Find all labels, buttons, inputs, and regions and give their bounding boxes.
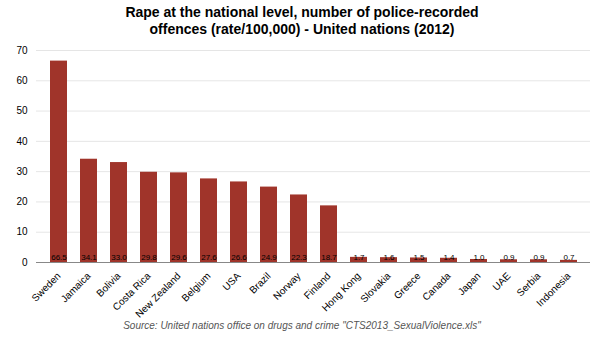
- svg-text:Jamaica: Jamaica: [59, 270, 93, 304]
- svg-text:26.6: 26.6: [231, 252, 247, 261]
- svg-text:UAE: UAE: [490, 270, 513, 293]
- svg-text:Japan: Japan: [456, 270, 483, 297]
- svg-text:Greece: Greece: [392, 270, 423, 301]
- svg-text:Indonesia: Indonesia: [534, 270, 573, 309]
- svg-text:33.0: 33.0: [111, 252, 127, 261]
- svg-text:60: 60: [16, 75, 28, 86]
- svg-text:Slovakia: Slovakia: [358, 270, 393, 305]
- svg-text:1.5: 1.5: [413, 252, 425, 261]
- svg-text:0.7: 0.7: [563, 252, 575, 261]
- svg-text:30: 30: [16, 165, 28, 176]
- svg-text:New Zealand: New Zealand: [133, 270, 182, 319]
- svg-text:1.0: 1.0: [473, 252, 485, 261]
- svg-text:Belgium: Belgium: [179, 270, 212, 303]
- svg-text:0.9: 0.9: [533, 252, 545, 261]
- svg-text:Serbia: Serbia: [514, 270, 543, 299]
- svg-text:1.4: 1.4: [443, 252, 455, 261]
- svg-text:Sweden: Sweden: [29, 270, 62, 303]
- svg-text:70: 70: [16, 44, 28, 55]
- svg-text:Costa Rica: Costa Rica: [110, 269, 153, 313]
- svg-text:1.7: 1.7: [353, 252, 365, 261]
- svg-text:1.6: 1.6: [383, 252, 395, 261]
- svg-text:20: 20: [16, 196, 28, 207]
- svg-text:40: 40: [16, 135, 28, 146]
- svg-text:Finland: Finland: [301, 269, 333, 301]
- svg-text:Norway: Norway: [271, 270, 303, 302]
- svg-text:Canada: Canada: [420, 270, 453, 303]
- svg-text:10: 10: [16, 226, 28, 237]
- svg-text:18.7: 18.7: [321, 252, 337, 261]
- svg-text:29.6: 29.6: [171, 252, 187, 261]
- svg-text:27.6: 27.6: [201, 252, 217, 261]
- svg-text:22.3: 22.3: [291, 252, 307, 261]
- svg-text:34.1: 34.1: [81, 252, 97, 261]
- html-text:Rape at the national level, nu: Rape at the national level, number of po…: [125, 4, 479, 37]
- svg-text:Brazil: Brazil: [247, 270, 272, 295]
- svg-text:50: 50: [16, 105, 28, 116]
- svg-text:0: 0: [22, 256, 28, 267]
- svg-text:Hong Kong: Hong Kong: [320, 270, 363, 313]
- svg-text:USA: USA: [220, 270, 243, 293]
- svg-text:24.9: 24.9: [261, 252, 277, 261]
- svg-text:Bolivia: Bolivia: [94, 270, 123, 299]
- svg-text:29.8: 29.8: [141, 252, 157, 261]
- svg-text:0.9: 0.9: [503, 252, 515, 261]
- svg-text:66.5: 66.5: [51, 252, 67, 261]
- html-text:Source: United nations office: Source: United nations office on drugs a…: [123, 319, 481, 331]
